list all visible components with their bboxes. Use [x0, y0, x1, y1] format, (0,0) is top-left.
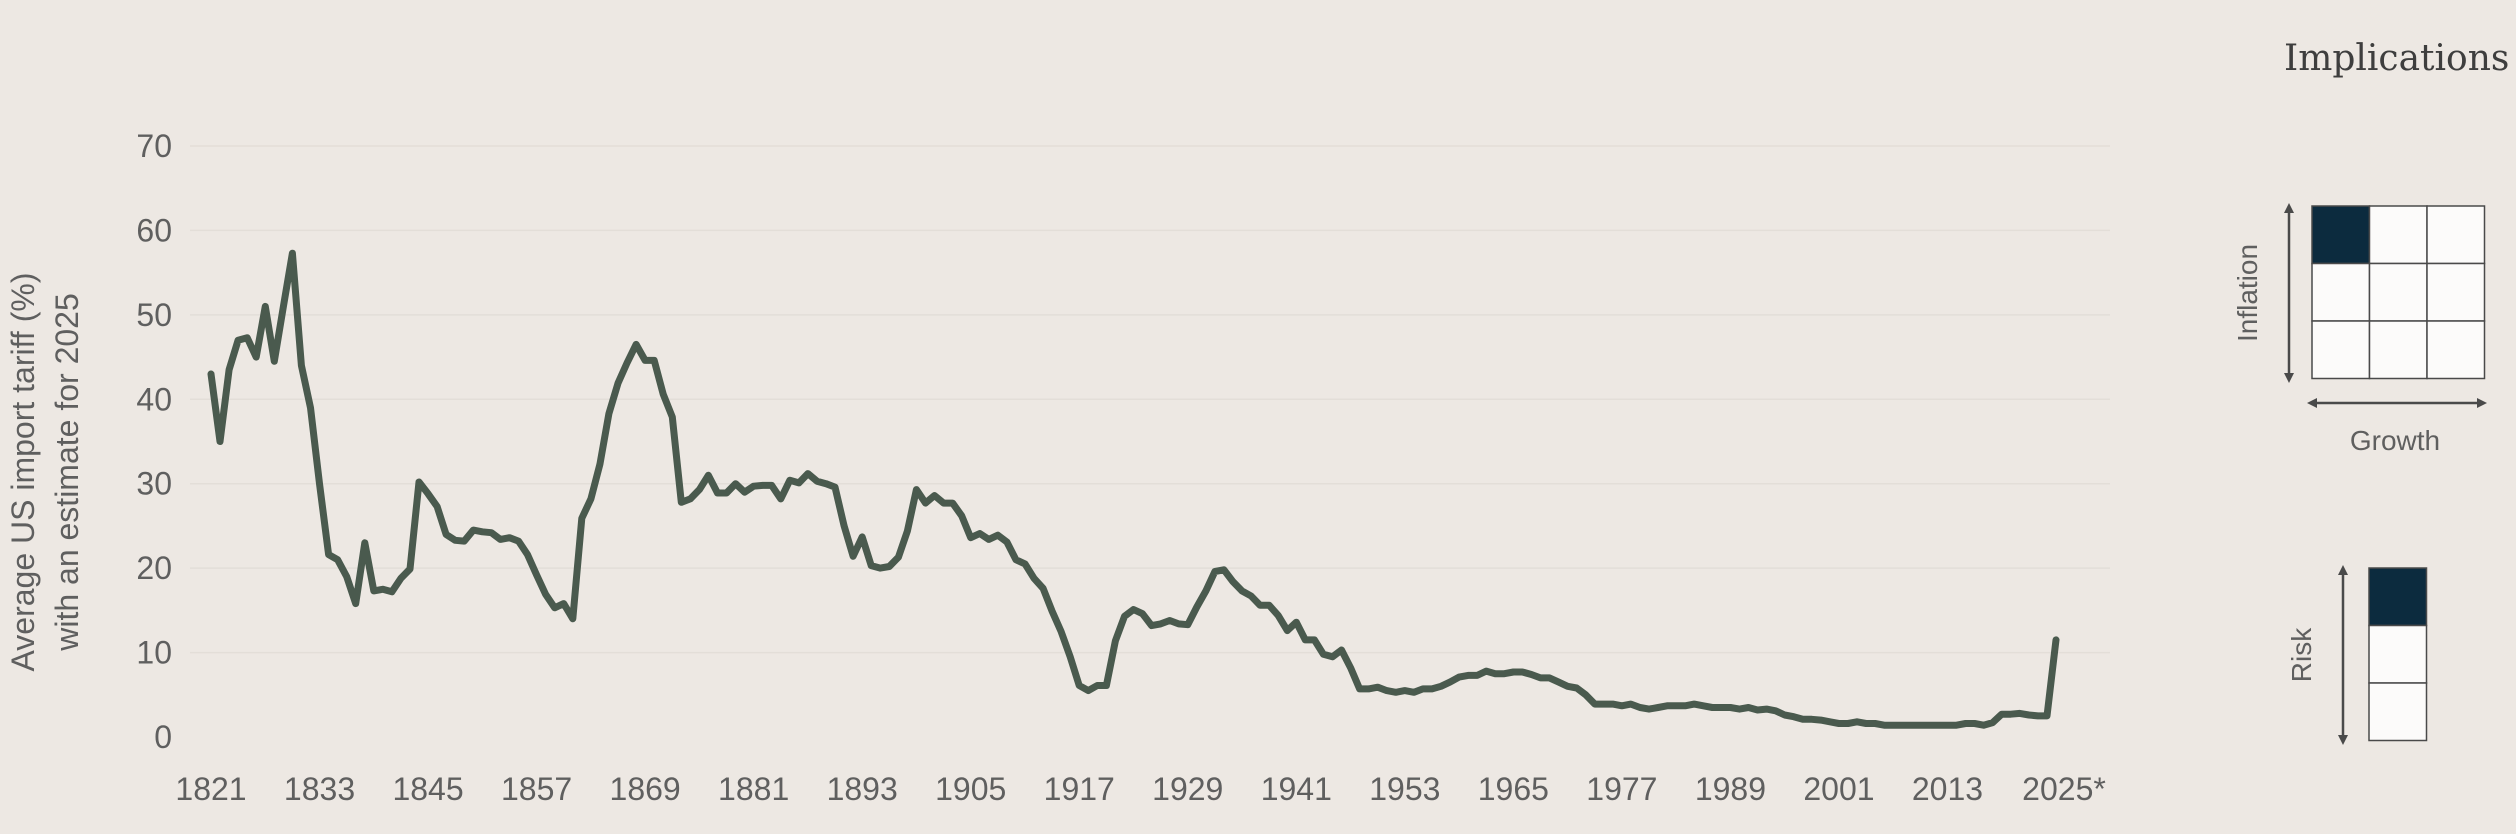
x-tick-label-1905: 1905: [935, 771, 1006, 807]
x-tick-label-1857: 1857: [501, 771, 572, 807]
x-tick-label-1833: 1833: [284, 771, 355, 807]
y-tick-label-0: 0: [154, 719, 172, 755]
grid-cell-r0-c2: [2426, 205, 2486, 265]
x-tick-label-1941: 1941: [1261, 771, 1332, 807]
x-tick-label-1821: 1821: [175, 771, 246, 807]
x-tick-label-2001: 2001: [1803, 771, 1874, 807]
risk-cell-1: [2368, 624, 2428, 684]
inflation-label: Inflation: [2232, 244, 2263, 342]
grid-cell-r0-c1: [2368, 205, 2428, 265]
x-tick-label-1917: 1917: [1044, 771, 1115, 807]
risk-scale: [2368, 567, 2428, 742]
y-tick-label-10: 10: [136, 635, 172, 671]
series-line-0: [207, 249, 2060, 729]
inflation-growth-grid: [2311, 205, 2486, 380]
grid-cell-r2-c1: [2368, 320, 2428, 380]
y-tick-label-60: 60: [136, 212, 172, 248]
growth-label: Growth: [2350, 425, 2440, 456]
y-tick-label-30: 30: [136, 466, 172, 502]
y-axis-label-line-2: with an estimate for 2025: [49, 293, 85, 652]
x-tick-label-2025: 2025*: [2022, 771, 2106, 807]
x-tick-label-1845: 1845: [392, 771, 463, 807]
y-tick-label-50: 50: [136, 297, 172, 333]
y-axis-label-line-1: Average US import tariff (%): [5, 273, 41, 672]
grid-cell-r2-c0: [2311, 320, 2371, 380]
grid-cell-r0-c0: [2311, 205, 2371, 265]
grid-cell-r2-c2: [2426, 320, 2486, 380]
y-tick-label-70: 70: [136, 128, 172, 164]
y-tick-label-40: 40: [136, 381, 172, 417]
risk-cell-0: [2368, 567, 2428, 627]
y-axis-ticks: 0 10 20 30 40 50 60 70: [136, 128, 172, 755]
x-tick-label-1965: 1965: [1478, 771, 1549, 807]
x-tick-label-1977: 1977: [1586, 771, 1657, 807]
x-tick-label-1893: 1893: [827, 771, 898, 807]
x-tick-label-1881: 1881: [718, 771, 789, 807]
gridlines: [190, 145, 2110, 654]
grid-cell-r1-c2: [2426, 262, 2486, 322]
grid-cell-r1-c1: [2368, 262, 2428, 322]
x-tick-label-1929: 1929: [1152, 771, 1223, 807]
x-tick-label-1953: 1953: [1369, 771, 1440, 807]
grid-cell-r1-c0: [2311, 262, 2371, 322]
x-axis-ticks: 1821 1833 1845 1857 1869 1881 1893 1905 1917 1929…: [175, 771, 2105, 807]
x-tick-label-1989: 1989: [1695, 771, 1766, 807]
y-tick-label-20: 20: [136, 550, 172, 586]
series-layer: [207, 249, 2060, 729]
risk-cell-2: [2368, 682, 2428, 742]
x-tick-label-2013: 2013: [1912, 771, 1983, 807]
x-tick-label-1869: 1869: [610, 771, 681, 807]
risk-label: Risk: [2286, 627, 2317, 682]
implications-title: Implications: [2284, 38, 2510, 79]
